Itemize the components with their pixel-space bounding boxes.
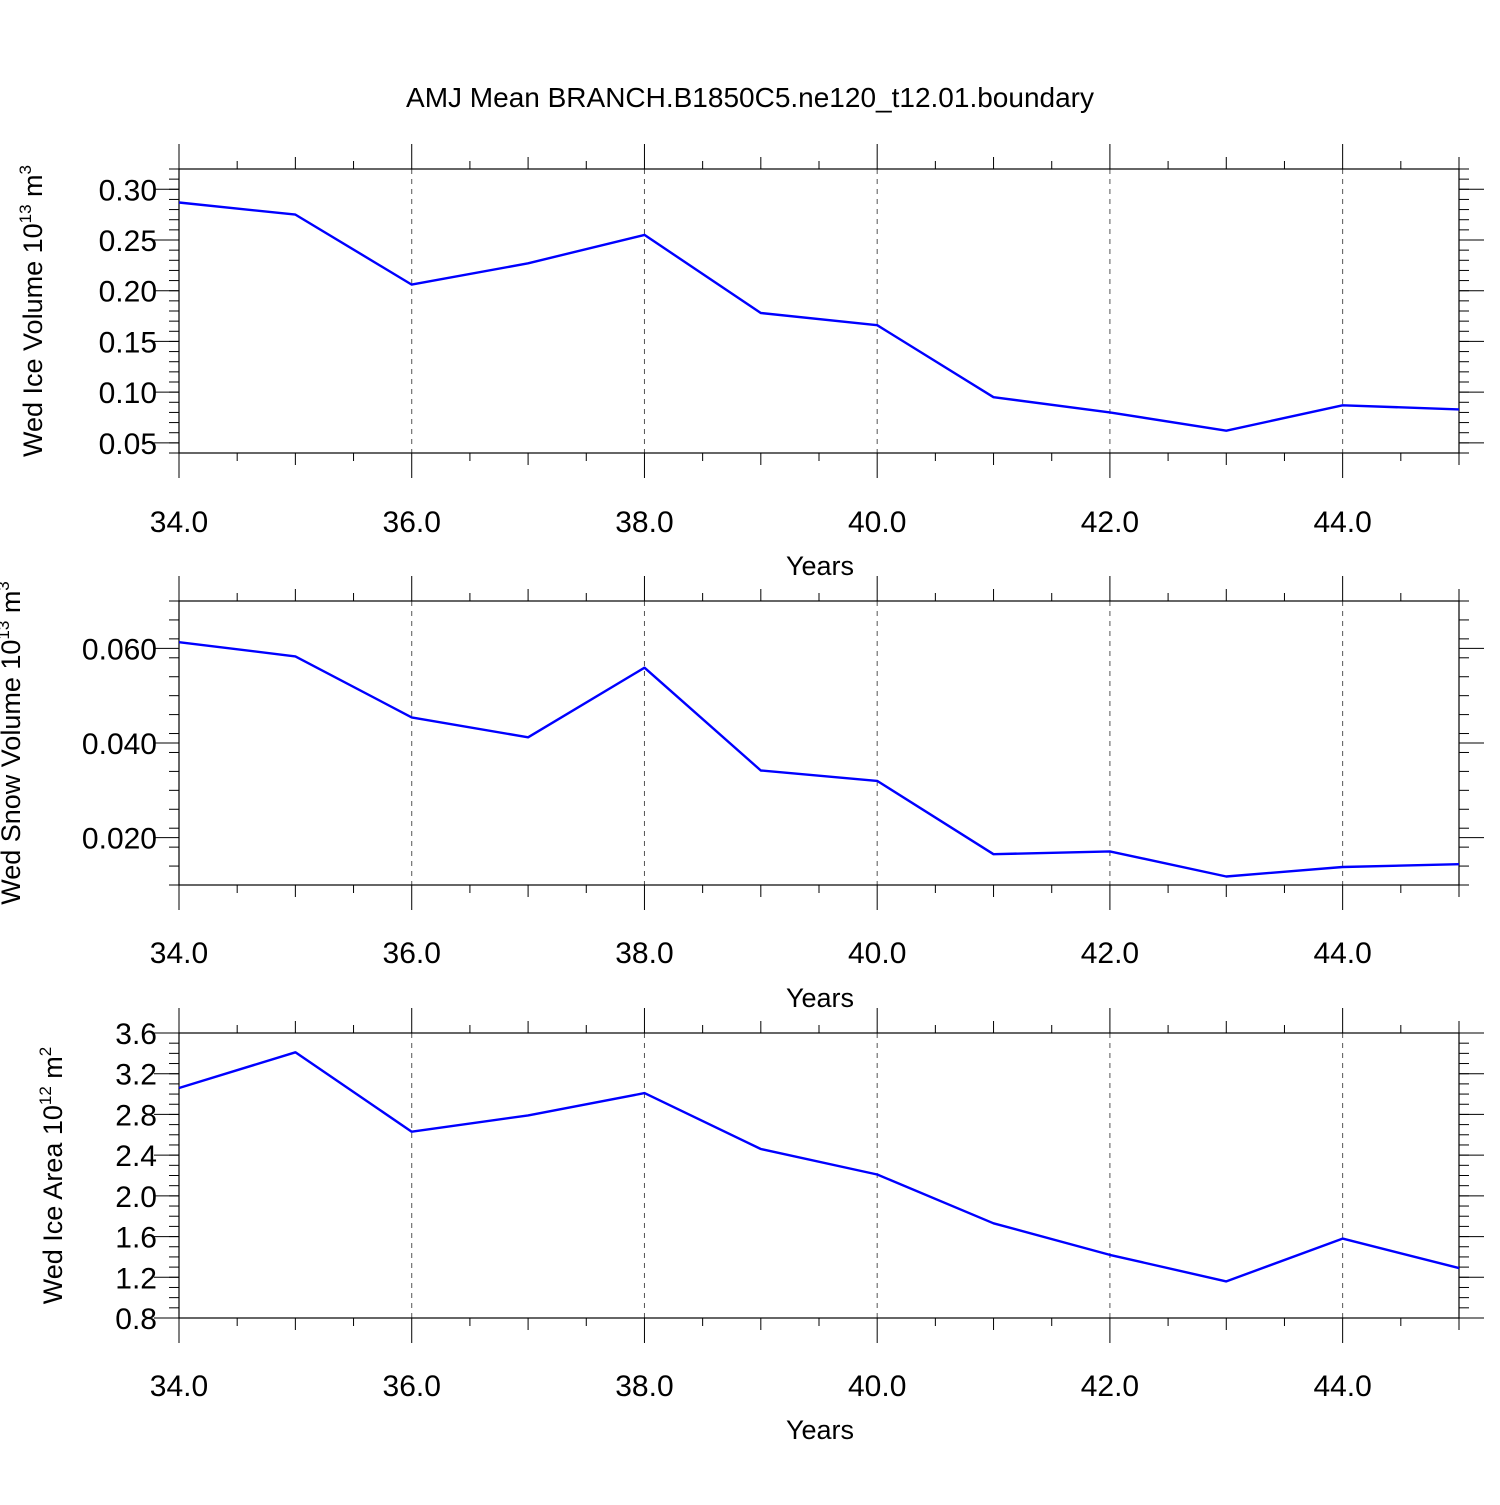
plot-frame [179,1033,1459,1318]
x-axis-title: Years [786,1415,854,1445]
x-tick-label: 42.0 [1081,937,1139,970]
x-tick-label: 44.0 [1313,1370,1371,1403]
y-axis-title-superscript: 12 [36,1086,55,1105]
y-axis-title-superscript: 2 [36,1047,55,1056]
series-line [179,1052,1459,1281]
y-axis-title-part: Wed Ice Area 10 [38,1105,68,1304]
x-tick-label: 42.0 [1081,1370,1139,1403]
x-tick-label: 34.0 [150,1370,208,1403]
y-tick-label: 2.0 [115,1181,157,1214]
y-axis-title-part: m [18,174,48,204]
x-tick-label: 38.0 [615,937,673,970]
y-axis-title-part: m [38,1056,68,1086]
y-axis-title-part: m [0,591,26,621]
x-tick-label: 44.0 [1313,937,1371,970]
y-axis-title-superscript: 3 [16,165,35,174]
x-axis-title: Years [786,551,854,581]
y-tick-label: 0.05 [99,428,157,461]
y-tick-label: 2.4 [115,1140,157,1173]
y-tick-label: 0.30 [99,174,157,207]
figure-title: AMJ Mean BRANCH.B1850C5.ne120_t12.01.bou… [406,82,1094,113]
chart-panel-1: 34.0 36.0 38.0 40.0 42.0 44.0 0.05 0.10 0.15 0.20… [16,144,1484,581]
y-tick-label: 0.15 [99,326,157,359]
y-tick-label: 3.6 [115,1018,157,1051]
x-tick-label: 40.0 [848,506,906,539]
y-tick-label: 0.10 [99,377,157,410]
x-tick-label: 38.0 [615,1370,673,1403]
x-tick-label: 36.0 [383,506,441,539]
y-axis-title-superscript: 3 [0,581,13,590]
x-tick-label: 36.0 [383,937,441,970]
y-tick-label: 1.2 [115,1262,157,1295]
y-tick-label: 0.040 [82,728,157,761]
series-line [179,203,1459,431]
x-axis-title: Years [786,983,854,1013]
chart-panel-3: 34.0 36.0 38.0 40.0 42.0 44.0 0.8 1.2 1.6 2.0 2.4 2… [36,1008,1484,1445]
y-tick-label: 0.25 [99,225,157,258]
y-axis-title-superscript: 13 [0,621,13,640]
x-tick-label: 38.0 [615,506,673,539]
x-tick-label: 44.0 [1313,506,1371,539]
y-tick-label: 0.20 [99,276,157,309]
y-tick-label: 1.6 [115,1222,157,1255]
series-line [179,642,1459,876]
x-tick-label: 36.0 [383,1370,441,1403]
y-tick-label: 0.8 [115,1303,157,1336]
y-axis-title: Wed Snow Volume 1013 m3 [0,581,26,905]
y-axis-title-part: Wed Snow Volume 10 [0,640,26,905]
y-tick-label: 0.060 [82,633,157,666]
y-tick-label: 2.8 [115,1099,157,1132]
y-tick-label: 0.020 [82,823,157,856]
y-axis-title-part: Wed Ice Volume 10 [18,223,48,457]
x-tick-label: 34.0 [150,937,208,970]
plot-frame [179,601,1459,885]
y-tick-label: 3.2 [115,1059,157,1092]
x-tick-label: 42.0 [1081,506,1139,539]
x-tick-label: 40.0 [848,1370,906,1403]
plot-frame [179,169,1459,453]
y-axis-title: Wed Ice Area 1012 m2 [36,1047,68,1305]
chart-panel-2: 34.0 36.0 38.0 40.0 42.0 44.0 0.020 0.040 0.060 Y… [0,576,1484,1013]
x-tick-label: 34.0 [150,506,208,539]
y-axis-title-superscript: 13 [16,204,35,223]
y-axis-title: Wed Ice Volume 1013 m3 [16,165,48,457]
x-tick-label: 40.0 [848,937,906,970]
